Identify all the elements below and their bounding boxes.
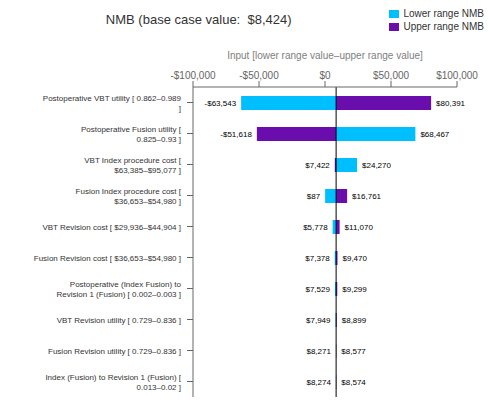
svg-text:Fusion Revision utility [ 0.72: Fusion Revision utility [ 0.729–0.836 ] [48,347,181,356]
svg-text:$87: $87 [307,192,321,201]
svg-text:$9,299: $9,299 [342,285,367,294]
svg-text:-$100,000: -$100,000 [170,70,215,81]
svg-text:$16,761: $16,761 [352,192,381,201]
svg-text:$5,778: $5,778 [303,223,328,232]
svg-text:$7,949: $7,949 [306,316,331,325]
svg-text:-$63,543: -$63,543 [205,99,237,108]
svg-text:$8,274: $8,274 [306,378,331,387]
svg-text:$7,529: $7,529 [305,285,330,294]
svg-text:$100,000: $100,000 [436,70,478,81]
svg-text:Postoperative (Index Fusion) t: Postoperative (Index Fusion) toRevision … [56,280,181,299]
svg-text:$80,391: $80,391 [436,99,465,108]
svg-text:$9,470: $9,470 [343,254,368,263]
svg-text:-$51,618: -$51,618 [220,130,252,139]
svg-text:Index (Fusion) to Revision 1 (: Index (Fusion) to Revision 1 (Fusion) [0… [45,373,181,392]
svg-text:Postoperative Fusion utility [: Postoperative Fusion utility [0.825–0.93… [81,125,182,144]
svg-text:VBT Revision utility [ 0.729–0: VBT Revision utility [ 0.729–0.836 ] [57,316,181,325]
svg-text:$68,467: $68,467 [420,130,449,139]
svg-text:Postoperative VBT utility [ 0.: Postoperative VBT utility [ 0.862–0.989] [43,94,182,113]
svg-text:$8,577: $8,577 [341,347,366,356]
svg-text:VBT Revision cost [ $29,936–$4: VBT Revision cost [ $29,936–$44,904 ] [42,223,181,232]
svg-text:$8,271: $8,271 [306,347,331,356]
svg-text:$11,070: $11,070 [345,223,374,232]
svg-text:$8,899: $8,899 [342,316,367,325]
svg-text:$7,378: $7,378 [305,254,330,263]
html-text:Upper range NMB: Upper range NMB [403,21,484,32]
svg-text:$7,422: $7,422 [305,161,330,170]
svg-text:$24,270: $24,270 [362,161,391,170]
svg-text:Fusion Index procedure cost [$: Fusion Index procedure cost [$36,653–$54… [76,187,182,206]
html-text:NMB (base case value: $8,424): NMB (base case value: $8,424) [105,12,292,27]
html-text:Lower range NMB: Lower range NMB [403,8,484,19]
svg-text:VBT Index procedure cost [$63,: VBT Index procedure cost [$63,385–$95,07… [84,156,182,175]
svg-text:Input [lower range value–upper: Input [lower range value–upper range val… [227,50,423,61]
svg-text:$0: $0 [319,70,331,81]
svg-text:Fusion Revision cost [ $36,653: Fusion Revision cost [ $36,653–$54,980 ] [34,254,181,263]
svg-text:$8,574: $8,574 [341,378,366,387]
svg-text:-$50,000: -$50,000 [239,70,279,81]
svg-text:$50,000: $50,000 [373,70,410,81]
